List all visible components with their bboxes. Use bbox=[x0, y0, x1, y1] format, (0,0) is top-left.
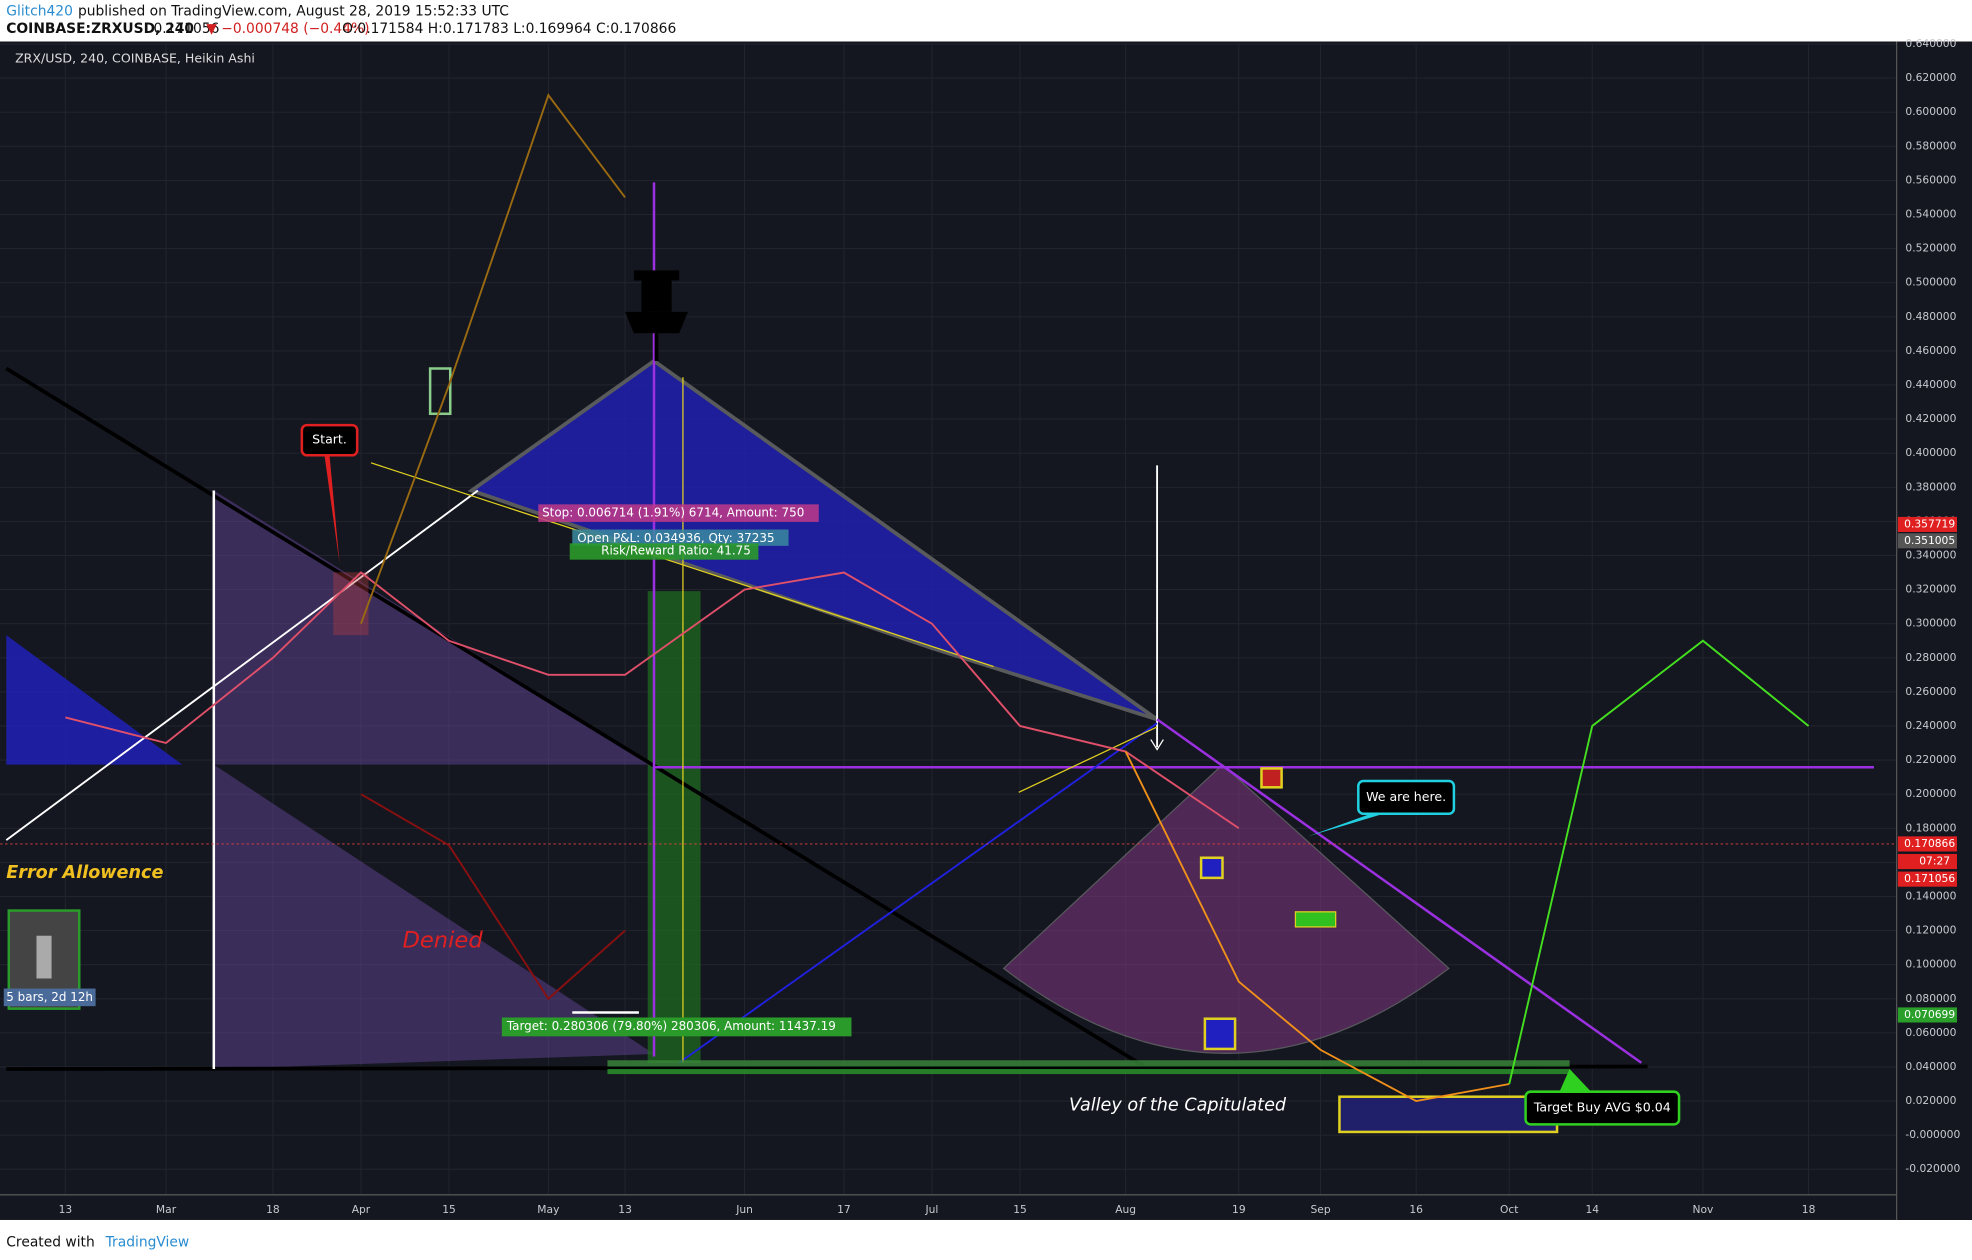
y-tick-label: 0.120000 bbox=[1905, 924, 1956, 937]
price-line bbox=[360, 793, 626, 1001]
y-tick-label: -0.000000 bbox=[1905, 1128, 1960, 1141]
y-tick-label: 0.320000 bbox=[1905, 583, 1956, 596]
range-label: 5 bars, 2d 12h bbox=[6, 990, 93, 1004]
denied-label: Denied bbox=[402, 927, 483, 953]
ohlc: O:0.171584 H:0.171783 L:0.169964 C:0.170… bbox=[342, 21, 676, 37]
x-tick-label: Apr bbox=[352, 1203, 371, 1216]
price-tag: 0.351005 bbox=[1904, 534, 1955, 547]
change: ▼ −0.000748 (−0.44%) bbox=[206, 21, 369, 37]
price-tag: 0.357719 bbox=[1904, 517, 1955, 530]
x-tick-label: 15 bbox=[442, 1203, 456, 1216]
start-label: Start. bbox=[312, 432, 347, 447]
x-tick-label: Sep bbox=[1311, 1203, 1331, 1216]
price-line bbox=[65, 571, 1240, 830]
y-tick-label: 0.280000 bbox=[1905, 651, 1956, 664]
x-tick-label: Oct bbox=[1500, 1203, 1518, 1216]
y-tick-label: 0.340000 bbox=[1905, 548, 1956, 561]
y-tick-label: 0.500000 bbox=[1905, 276, 1956, 289]
y-tick-label: 0.080000 bbox=[1905, 992, 1956, 1005]
y-tick-label: 0.040000 bbox=[1905, 1060, 1956, 1073]
stop-label: Stop: 0.006714 (1.91%) 6714, Amount: 750 bbox=[542, 506, 804, 520]
y-tick-label: 0.260000 bbox=[1905, 685, 1956, 698]
x-tick-label: 18 bbox=[1802, 1203, 1816, 1216]
y-tick-label: 0.240000 bbox=[1905, 719, 1956, 732]
x-tick-label: 14 bbox=[1585, 1203, 1599, 1216]
y-tick-label: 0.100000 bbox=[1905, 958, 1956, 971]
x-tick-label: May bbox=[537, 1203, 559, 1216]
x-tick-label: Nov bbox=[1692, 1203, 1713, 1216]
here-label: We are here. bbox=[1366, 789, 1446, 804]
y-tick-label: 0.400000 bbox=[1905, 446, 1956, 459]
price-line bbox=[360, 93, 626, 625]
price-tag: 0.070699 bbox=[1904, 1008, 1955, 1021]
x-tick-label: Jul bbox=[925, 1203, 939, 1216]
price-tag: 07:27 bbox=[1919, 855, 1950, 868]
y-tick-label: 0.180000 bbox=[1905, 821, 1956, 834]
y-tick-label: -0.020000 bbox=[1905, 1162, 1960, 1175]
x-tick-label: 16 bbox=[1409, 1203, 1423, 1216]
x-tick-label: Mar bbox=[156, 1203, 177, 1216]
y-tick-label: 0.140000 bbox=[1905, 889, 1956, 902]
price-line bbox=[1508, 639, 1810, 1085]
y-tick-label: 0.060000 bbox=[1905, 1026, 1956, 1039]
chart-title: ZRX/USD, 240, COINBASE, Heikin Ashi bbox=[15, 51, 255, 66]
error-label: Error Allowence bbox=[6, 863, 163, 883]
footer-created: Created with bbox=[6, 1235, 94, 1251]
symbol: COINBASE:ZRXUSD, 240 bbox=[6, 21, 194, 37]
y-tick-label: 0.580000 bbox=[1905, 139, 1956, 152]
open-label: Open P&L: 0.034936, Qty: 37235 bbox=[577, 531, 774, 545]
published: published on TradingView.com, August 28,… bbox=[78, 3, 509, 19]
y-tick-label: 0.480000 bbox=[1905, 310, 1956, 323]
y-tick-label: 0.440000 bbox=[1905, 378, 1956, 391]
last: 0.171056 bbox=[153, 21, 219, 37]
footer-brand: TradingView bbox=[105, 1235, 190, 1251]
y-tick-label: 0.220000 bbox=[1905, 753, 1956, 766]
y-tick-label: 0.640000 bbox=[1905, 37, 1956, 50]
y-tick-label: 0.560000 bbox=[1905, 173, 1956, 186]
y-tick-label: 0.420000 bbox=[1905, 412, 1956, 425]
y-tick-label: 0.380000 bbox=[1905, 480, 1956, 493]
x-tick-label: 13 bbox=[59, 1203, 73, 1216]
x-tick-label: 15 bbox=[1013, 1203, 1027, 1216]
y-tick-label: 0.300000 bbox=[1905, 617, 1956, 630]
x-tick-label: 13 bbox=[618, 1203, 632, 1216]
x-tick-label: 19 bbox=[1232, 1203, 1246, 1216]
price-tag: 0.170866 bbox=[1904, 837, 1955, 850]
x-tick-label: Jun bbox=[735, 1203, 753, 1216]
x-tick-label: 18 bbox=[266, 1203, 280, 1216]
y-tick-label: 0.620000 bbox=[1905, 71, 1956, 84]
y-tick-label: 0.540000 bbox=[1905, 208, 1956, 221]
author: Glitch420 bbox=[6, 3, 73, 19]
x-tick-label: 17 bbox=[837, 1203, 851, 1216]
target-label: Target: 0.280306 (79.80%) 280306, Amount… bbox=[506, 1019, 836, 1033]
target-buy: Target Buy AVG $0.04 bbox=[1533, 1100, 1671, 1115]
y-tick-label: 0.460000 bbox=[1905, 344, 1956, 357]
y-tick-label: 0.520000 bbox=[1905, 242, 1956, 255]
x-tick-label: Aug bbox=[1115, 1203, 1136, 1216]
price-tag: 0.171056 bbox=[1904, 872, 1955, 885]
price-line bbox=[1124, 751, 1510, 1103]
y-tick-label: 0.600000 bbox=[1905, 105, 1956, 118]
y-tick-label: 0.020000 bbox=[1905, 1094, 1956, 1107]
y-tick-label: 0.200000 bbox=[1905, 787, 1956, 800]
valley-label: Valley of the Capitulated bbox=[1069, 1096, 1287, 1116]
risk-label: Risk/Reward Ratio: 41.75 bbox=[601, 543, 751, 557]
